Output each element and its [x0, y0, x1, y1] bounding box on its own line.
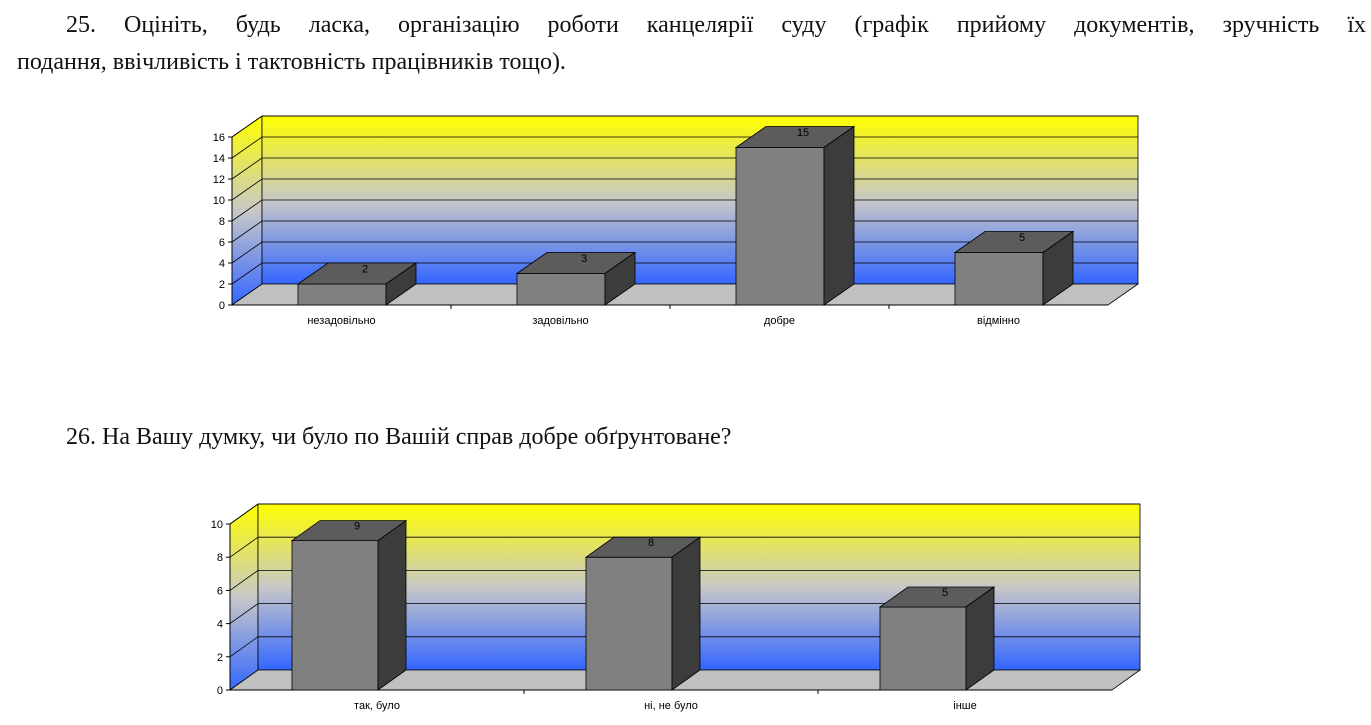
bar [515, 251, 637, 306]
gridline [231, 115, 1138, 138]
data-label: 3 [581, 253, 587, 265]
y-tick-label: 0 [219, 300, 225, 312]
bar-front [516, 273, 606, 306]
bar-front [954, 252, 1044, 306]
question-26-text: 26. На Вашу думку, чи було по Вашій спра… [66, 424, 732, 450]
bar [296, 262, 418, 306]
bar [953, 230, 1075, 306]
y-tick-label: 10 [213, 195, 225, 207]
bar-front [297, 283, 387, 306]
data-label: 2 [362, 264, 368, 276]
y-tick-label: 14 [213, 153, 225, 165]
question-25-text-line2: подання, ввічливість і тактовність праці… [17, 49, 566, 75]
bar-front [735, 147, 825, 306]
y-tick-label: 12 [213, 174, 225, 186]
x-tick-label: незадовільно [307, 315, 375, 327]
y-tick-label: 6 [219, 237, 225, 249]
y-tick-label: 4 [219, 258, 225, 270]
bar-side [1042, 230, 1074, 306]
x-tick-label: відмінно [977, 315, 1020, 327]
x-tick-label: задовільно [532, 315, 588, 327]
bar [734, 125, 856, 306]
bar-side [604, 251, 636, 306]
question-25-text-line1: 25. Оцініть, будь ласка, організацію роб… [66, 12, 1366, 38]
y-tick-label: 16 [213, 132, 225, 144]
bar-side [823, 125, 855, 306]
y-tick-label: 2 [219, 279, 225, 291]
data-label: 5 [1019, 232, 1025, 244]
y-tick-label: 8 [219, 216, 225, 228]
bar-side [385, 262, 417, 306]
x-tick-label: добре [764, 315, 795, 327]
data-label: 15 [797, 127, 809, 139]
